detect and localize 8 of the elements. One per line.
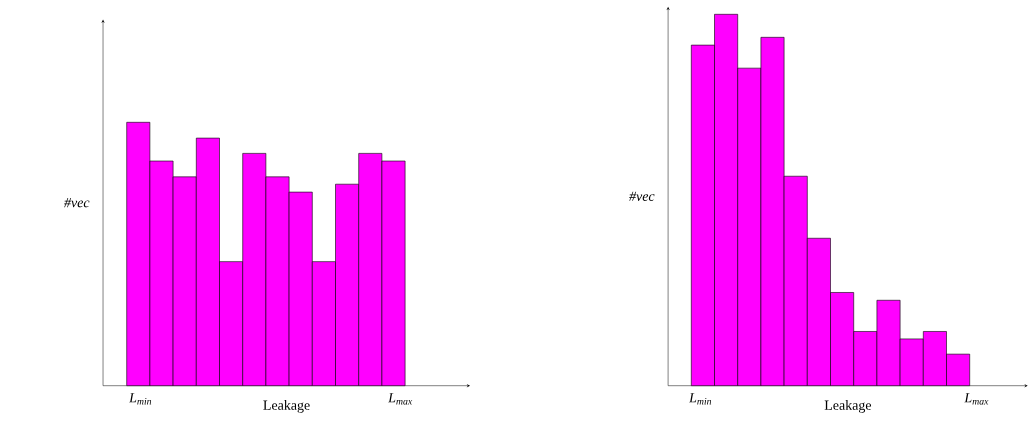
text: L$_{min}$ (688, 393, 712, 405)
text: L$_{max}$ (964, 393, 989, 405)
text: L$_{min}$ (129, 393, 152, 405)
x-axis-title: Leakage (263, 400, 310, 413)
x-axis-title: Leakage (824, 400, 872, 413)
text: L$_{max}$ (388, 393, 413, 405)
y-axis-title: #vec (64, 197, 90, 208)
y-axis-title: #vec (629, 191, 655, 201)
